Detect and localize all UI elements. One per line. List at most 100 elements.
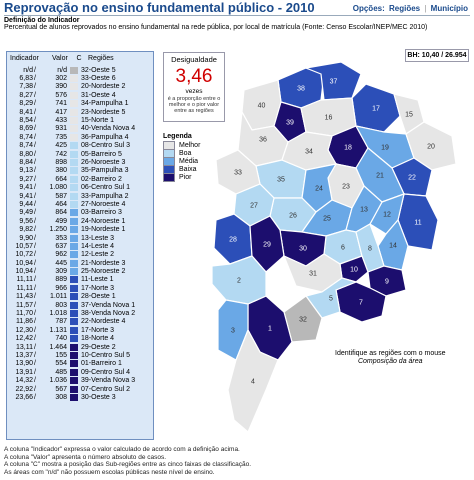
table-row[interactable]: 8,74/ 735 36-Pampulha 4 [7,133,153,141]
row-value: 803 [55,301,67,309]
table-row[interactable]: 8,80/ 742 05-Barreiro 5 [7,150,153,158]
table-row[interactable]: 9,90/ 353 13-Leste 3 [7,234,153,242]
table-row[interactable]: 10,57/ 637 14-Leste 4 [7,242,153,250]
row-region: 36-Pampulha 4 [81,133,129,141]
table-row[interactable]: 13,37/ 155 10-Centro Sul 5 [7,351,153,359]
col-indicator[interactable]: Indicador [10,54,39,62]
row-region: 20-Nordeste 2 [81,83,126,91]
row-indicator: 11,43 [16,293,33,301]
table-row[interactable]: 9,13/ 380 35-Pampulha 3 [7,167,153,175]
row-region: 35-Pampulha 3 [81,167,129,175]
map-region-label: 32 [299,317,307,324]
table-row[interactable]: 23,66/ 308 30-Oeste 3 [7,393,153,401]
row-value: 485 [55,368,67,376]
row-separator: / [34,318,36,326]
col-value[interactable]: Valor [52,54,68,62]
map-region-2[interactable] [211,255,267,305]
row-value: 425 [55,142,67,150]
map-region-5[interactable] [304,277,358,319]
table-row[interactable]: 8,74/ 425 08-Centro Sul 3 [7,142,153,150]
table-row[interactable]: 12,42/ 740 18-Norte 4 [7,335,153,343]
row-separator: / [34,276,36,284]
table-row[interactable]: 9,41/ 587 33-Pampulha 2 [7,192,153,200]
row-value: 898 [55,158,67,166]
row-class-swatch [70,251,78,259]
map-region-label: 35 [277,177,285,184]
table-row[interactable]: 9,82/ 1.250 19-Nordeste 1 [7,225,153,234]
table-row[interactable]: 13,91/ 485 09-Centro Sul 4 [7,368,153,376]
map-region-label: 11 [414,220,421,227]
row-region: 17-Norte 3 [81,284,115,292]
row-region: 15-Norte 1 [81,117,115,125]
table-row[interactable]: 9,49/ 864 03-Barreiro 3 [7,209,153,217]
row-class-swatch [70,209,78,217]
map-region-label: 20 [427,144,435,151]
table-row[interactable]: 22,92/ 567 07-Centro Sul 2 [7,385,153,393]
table-row[interactable]: 10,94/ 445 21-Nordeste 3 [7,259,153,267]
table-row[interactable]: 8,54/ 433 15-Norte 1 [7,116,153,125]
map-region-label: 34 [305,149,313,156]
table-row[interactable]: 10,94/ 309 25-Noroeste 2 [7,267,153,276]
row-indicator: 13,91 [15,368,33,376]
row-class-swatch [70,192,78,200]
row-class-swatch [70,385,78,393]
table-row[interactable]: 11,70/ 1.018 38-Venda Nova 2 [7,309,153,318]
table-row[interactable]: 14,32/ 1.036 39-Venda Nova 3 [7,376,153,385]
map-region-31[interactable] [282,253,343,293]
col-class[interactable]: C [76,54,82,62]
row-class-swatch [70,351,78,359]
footnote-2: A coluna "Valor" apresenta o número abso… [4,453,167,461]
row-region: 37-Venda Nova 1 [81,301,136,309]
row-indicator: 7,38 [19,83,33,91]
table-row[interactable]: 10,72/ 962 12-Leste 2 [7,251,153,259]
map-region-label: 22 [408,175,416,182]
row-value: 433 [55,117,67,125]
row-separator: / [34,184,36,192]
map-region-7[interactable] [335,281,387,323]
row-indicator: 11,11 [16,276,33,284]
inequality-label: Desigualdade [171,55,217,64]
table-row[interactable]: 12,30/ 1.131 17-Norte 3 [7,326,153,334]
table-row[interactable]: 13,90/ 554 01-Barreiro 1 [7,360,153,368]
map-region-label: 30 [299,246,307,253]
map-region-4[interactable] [227,328,279,433]
legend-label: Média [179,157,199,165]
row-separator: / [34,335,36,343]
col-regions[interactable]: Regiões [88,54,114,62]
table-row[interactable]: 11,11/ 889 11-Leste 1 [7,276,153,284]
table-row[interactable]: n/d / n/d 32-Oeste 5 [7,66,153,74]
table-header: Indicador Valor C Regiões [7,52,153,64]
row-indicator: 10,72 [15,251,33,259]
table-row[interactable]: 9,41/ 1.080 06-Centro Sul 1 [7,183,153,192]
table-row[interactable]: 9,44/ 464 27-Noroeste 4 [7,200,153,208]
row-separator: / [34,284,36,292]
table-row[interactable]: 8,27/ 576 31-Oeste 4 [7,91,153,99]
table-row[interactable]: 11,86/ 787 22-Nordeste 4 [7,318,153,326]
table-row[interactable]: 8,84/ 898 26-Noroeste 3 [7,158,153,166]
municipality-link[interactable]: Município [430,4,468,13]
table-row[interactable]: 6,83/ 302 33-Oeste 6 [7,74,153,83]
row-value: 864 [55,209,67,217]
table-row[interactable]: 9,56/ 499 24-Noroeste 1 [7,217,153,225]
table-row[interactable]: 9,27/ 664 02-Barreiro 2 [7,175,153,183]
row-separator: / [34,268,36,276]
table-row[interactable]: 8,69/ 931 40-Venda Nova 4 [7,125,153,133]
table-row[interactable]: 13,11/ 1.464 29-Oeste 2 [7,343,153,351]
table-row[interactable]: 7,38/ 390 20-Nordeste 2 [7,83,153,91]
table-row[interactable]: 11,57/ 803 37-Venda Nova 1 [7,301,153,309]
row-value: 966 [55,284,67,292]
table-row[interactable]: 8,41/ 417 23-Nordeste 5 [7,108,153,116]
row-region: 40-Venda Nova 4 [81,125,136,133]
regions-link[interactable]: Regiões [389,4,421,13]
table-row[interactable]: 11,43/ 1.011 28-Oeste 1 [7,293,153,301]
row-indicator: 11,86 [16,318,33,326]
map-hint-line2[interactable]: Composição da área [357,358,423,365]
row-separator: / [34,167,36,175]
table-row[interactable]: 11,11/ 966 17-Norte 3 [7,284,153,292]
row-separator: / [34,351,36,359]
row-region: 01-Barreiro 1 [81,360,122,368]
table-row[interactable]: 8,29/ 741 34-Pampulha 1 [7,100,153,108]
legend-title: Legenda [163,133,192,140]
row-class-swatch [70,326,78,334]
